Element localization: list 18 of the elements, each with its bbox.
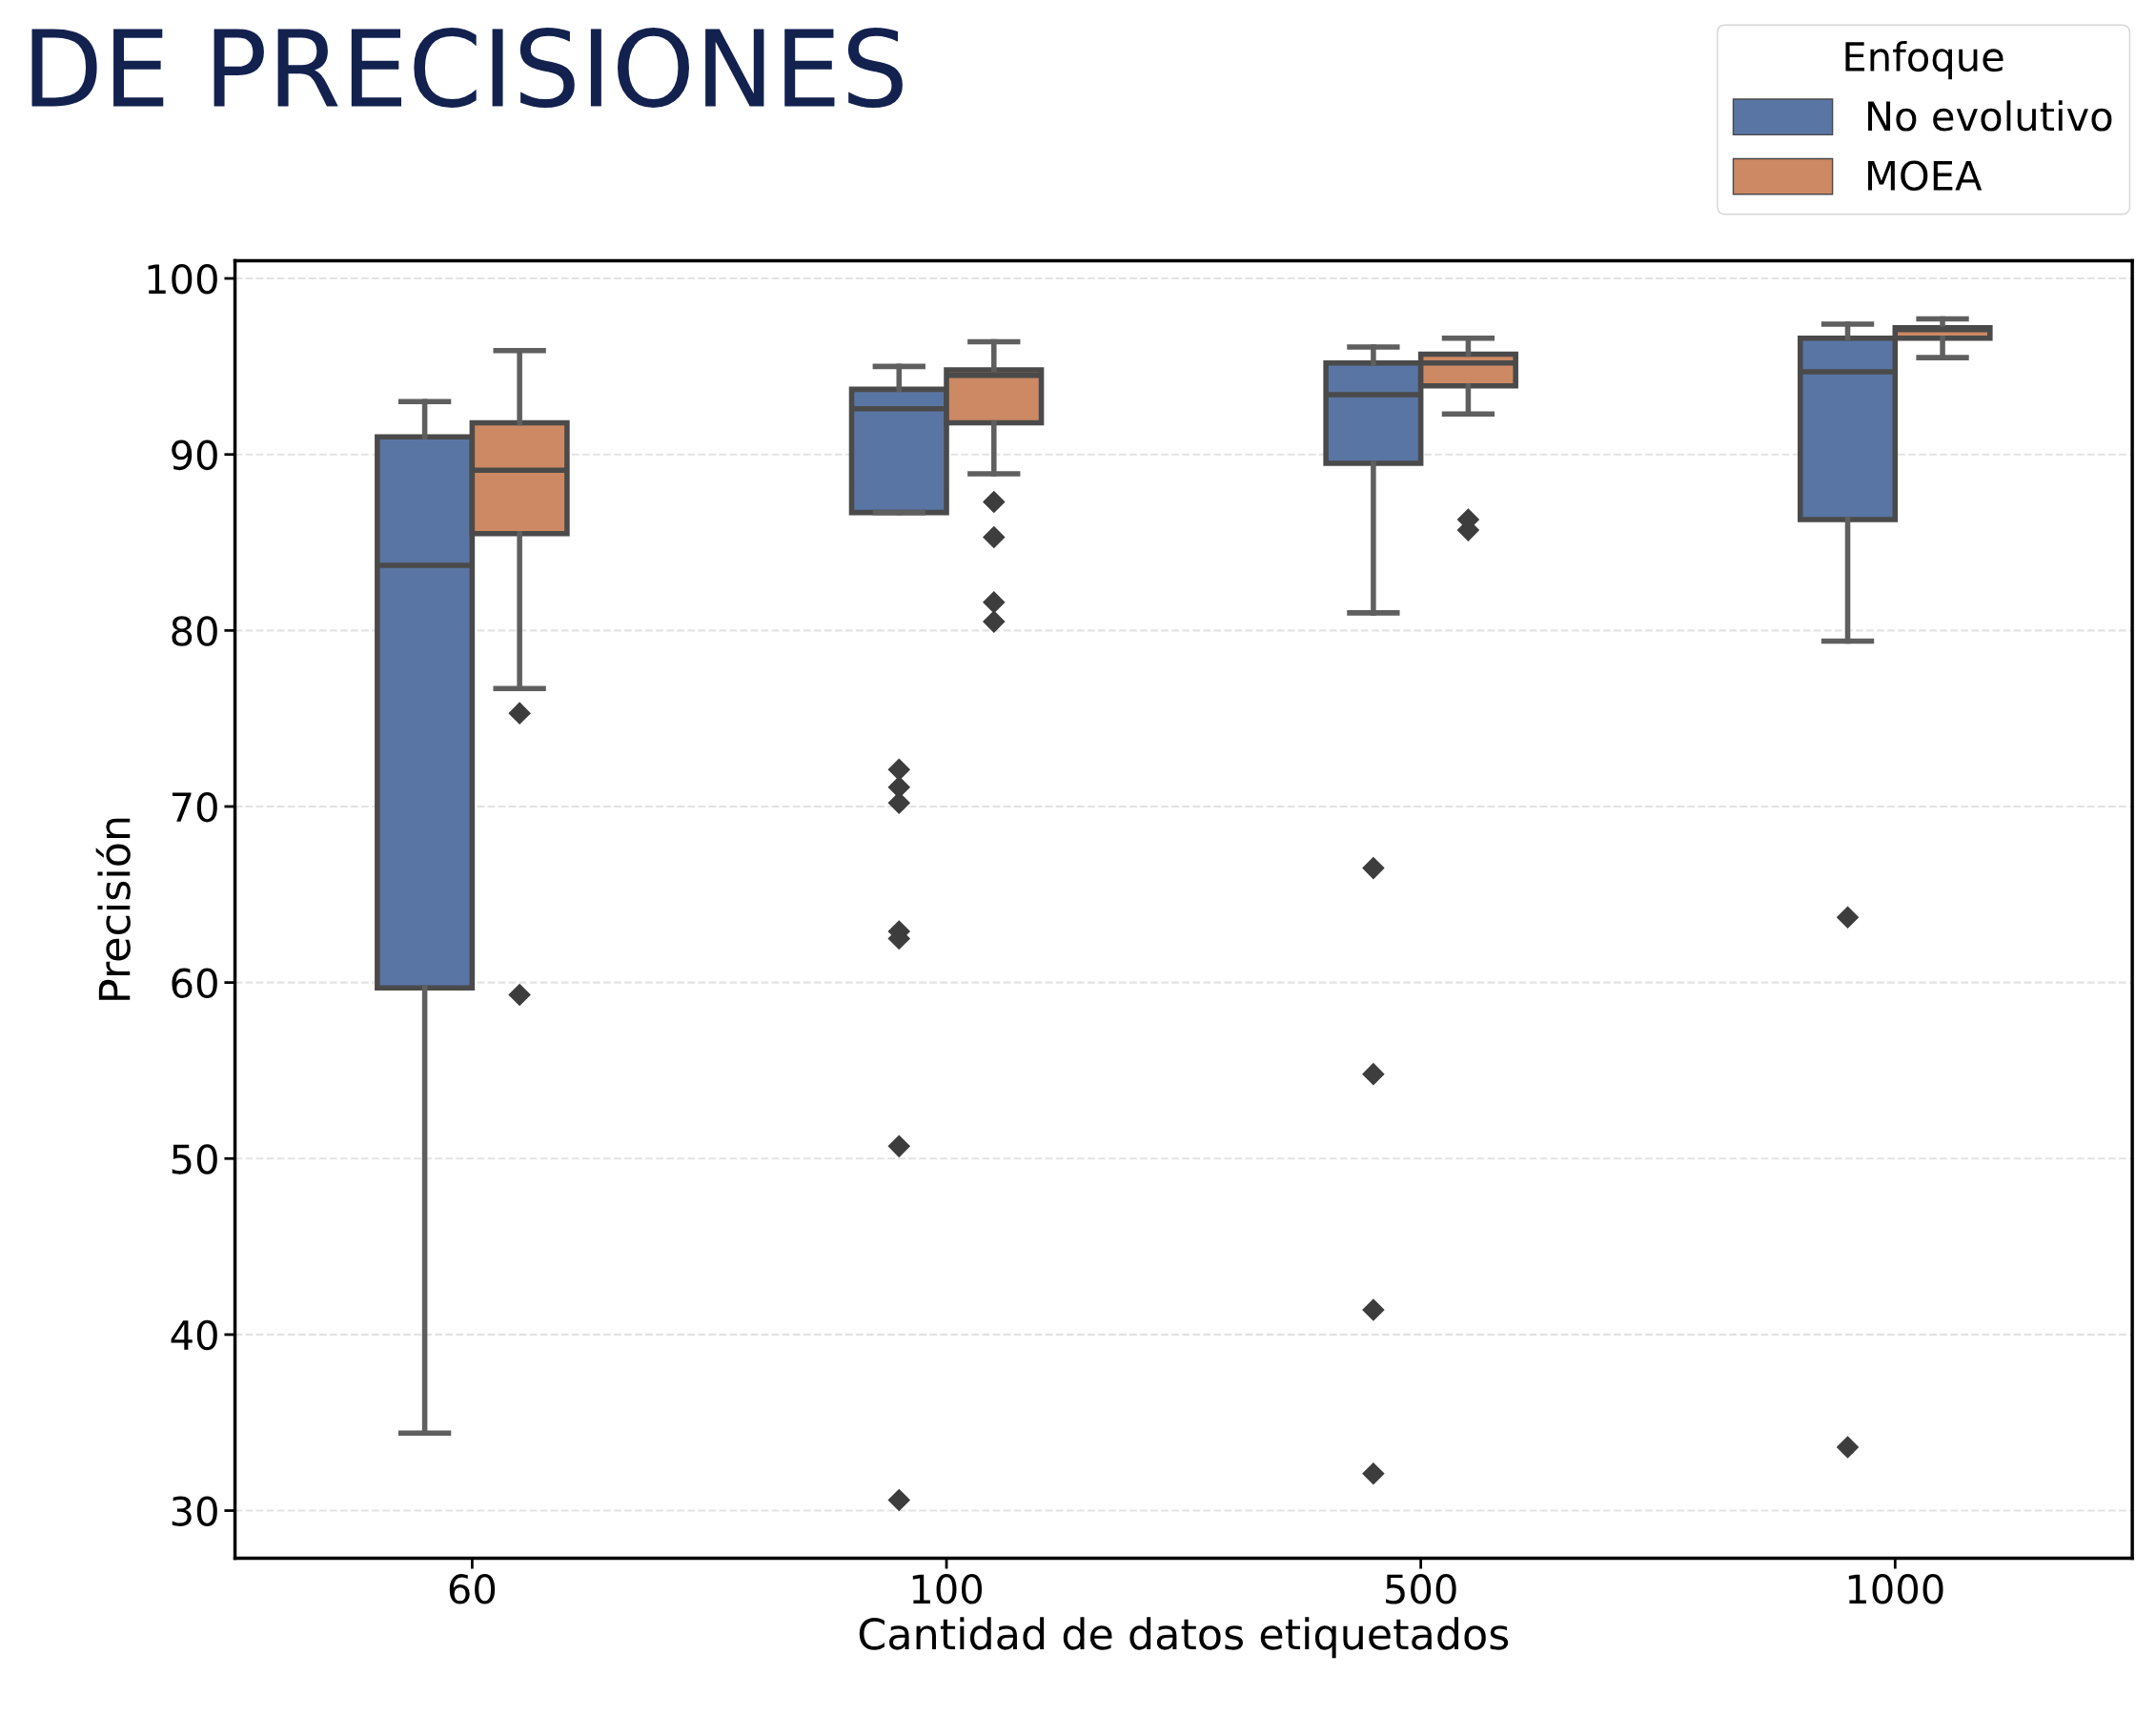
- x-axis-title: Cantidad de datos etiquetados: [859, 1617, 1509, 1659]
- y-tick-label: 100: [148, 263, 217, 295]
- y-tick-label: 40: [171, 1319, 217, 1351]
- legend-title: Enfoque: [1845, 40, 2003, 80]
- y-tick-label: 30: [172, 1496, 217, 1526]
- x-tick-label: 60: [449, 1574, 496, 1604]
- x-tick-label: 100: [912, 1574, 983, 1604]
- y-tick-label: 60: [172, 968, 217, 999]
- y-tick-label: 80: [172, 616, 217, 646]
- legend-label: No evolutivo: [1868, 100, 2112, 132]
- y-tick-label: 90: [172, 439, 217, 471]
- x-tick-label: 1000: [1848, 1574, 1943, 1604]
- y-axis-title: Precisión: [95, 818, 131, 1000]
- y-tick-label: 70: [172, 791, 217, 823]
- y-tick-label: 50: [172, 1144, 217, 1175]
- chart-title: DE PRECISIONES: [31, 27, 903, 109]
- legend-label: MOEA: [1868, 160, 1983, 191]
- x-tick-label: 500: [1386, 1574, 1456, 1604]
